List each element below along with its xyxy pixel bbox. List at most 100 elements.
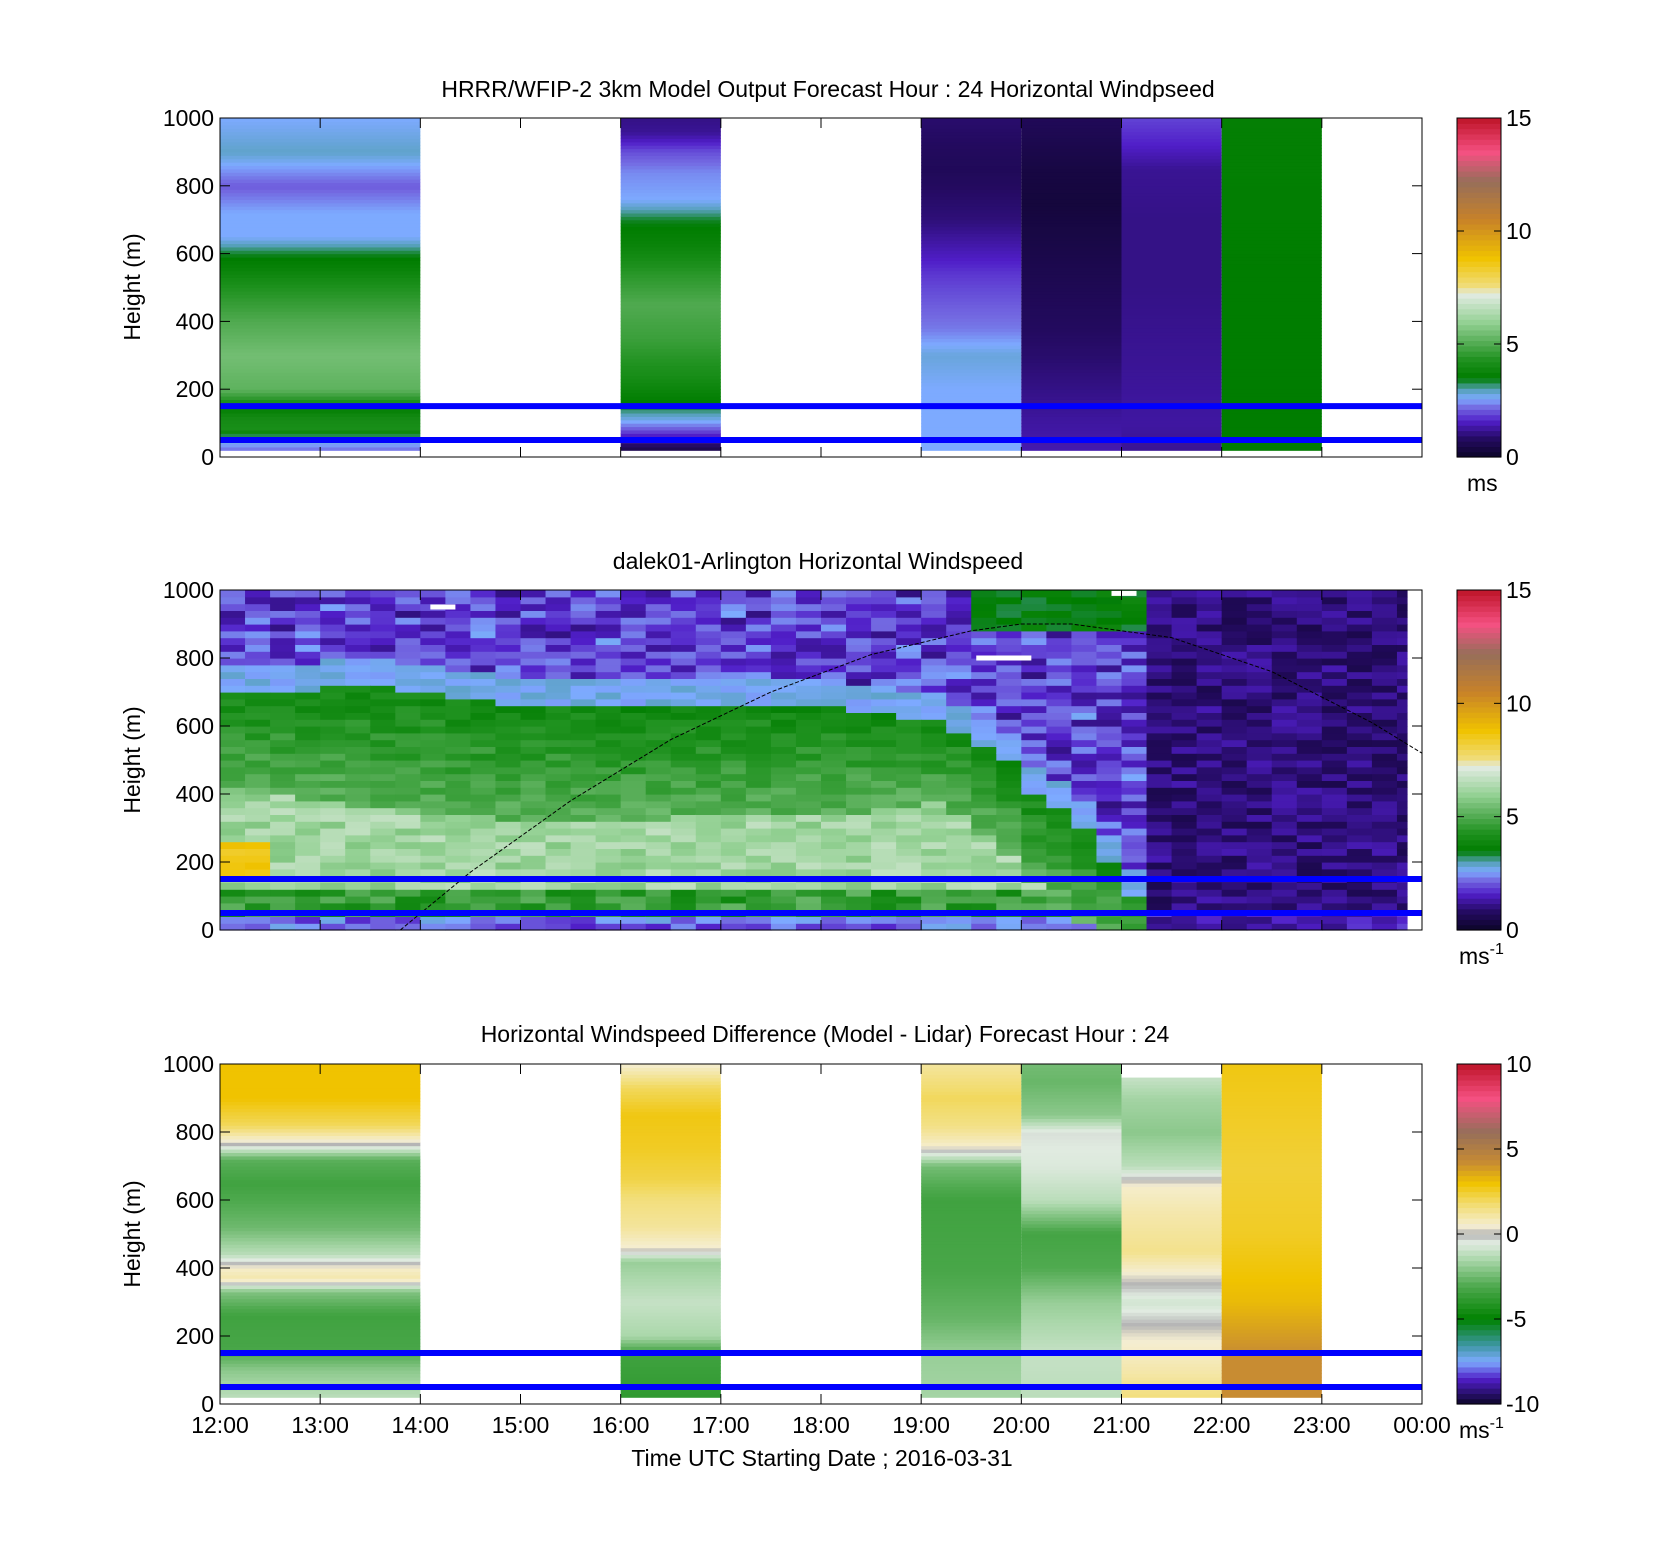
heatmap-cell: [996, 630, 1022, 639]
heatmap-cell: [420, 705, 446, 713]
heatmap-cell: [1021, 1196, 1122, 1201]
heatmap-cell: [1071, 630, 1098, 639]
heatmap-cell: [695, 834, 722, 843]
heatmap-cell: [871, 800, 897, 809]
heatmap-cell: [1221, 1203, 1322, 1208]
heatmap-cell: [1121, 1291, 1222, 1296]
heatmap-cell: [1321, 651, 1348, 659]
heatmap-cell: [345, 916, 371, 924]
heatmap-cell: [1246, 800, 1273, 809]
model-heatmap-cells: [220, 118, 1322, 451]
heatmap-cell: [1121, 1227, 1222, 1232]
heatmap-cell: [1221, 1070, 1322, 1075]
heatmap-cell: [420, 671, 446, 679]
heatmap-cell: [921, 338, 1022, 343]
heatmap-cell: [795, 773, 822, 781]
heatmap-cell: [996, 834, 1022, 843]
heatmap-cell: [946, 814, 972, 822]
heatmap-cell: [1371, 760, 1398, 768]
heatmap-cell: [921, 318, 1022, 322]
heatmap-cell: [595, 855, 622, 863]
heatmap-cell: [896, 773, 922, 781]
heatmap-cell: [620, 644, 647, 652]
heatmap-cell: [495, 617, 522, 625]
heatmap-cell: [1346, 787, 1373, 795]
heatmap-cell: [370, 726, 396, 734]
heatmap-cell: [1071, 746, 1098, 754]
heatmap-cell: [520, 882, 547, 890]
heatmap-cell: [595, 732, 622, 741]
heatmap-cell: [520, 868, 547, 877]
heatmap-cell: [545, 732, 572, 741]
heatmap-cell: [695, 726, 722, 734]
heatmap-cell: [370, 828, 396, 836]
heatmap-cell: [1021, 1166, 1122, 1170]
heatmap-cell: [345, 726, 371, 734]
heatmap-cell: [1396, 596, 1408, 605]
heatmap-cell: [1321, 760, 1348, 768]
heatmap-cell: [570, 644, 597, 652]
colorbar-swatch: [1457, 611, 1501, 618]
heatmap-cell: [245, 644, 271, 652]
colorbar-swatch: [1457, 351, 1501, 357]
heatmap-cell: [1121, 1145, 1222, 1150]
heatmap-cell: [1221, 121, 1322, 126]
heatmap-cell: [1221, 692, 1248, 700]
heatmap-cell: [220, 1359, 421, 1364]
heatmap-cell: [220, 1220, 421, 1225]
heatmap-cell: [1121, 1339, 1222, 1344]
heatmap-cell: [1121, 882, 1148, 890]
heatmap-cell: [971, 773, 997, 781]
heatmap-cell: [1021, 1091, 1122, 1096]
y-tick-label: 400: [176, 1255, 214, 1281]
heatmap-cell: [1021, 351, 1122, 356]
heatmap-cell: [520, 902, 547, 911]
heatmap-cell: [1171, 780, 1198, 788]
colorbar-swatch: [1457, 706, 1501, 713]
heatmap-cell: [595, 658, 622, 666]
heatmap-cell: [1171, 787, 1198, 795]
heatmap-cell: [545, 603, 572, 611]
heatmap-cell: [520, 821, 547, 829]
heatmap-cell: [445, 610, 472, 618]
heatmap-cell: [295, 726, 321, 734]
heatmap-cell: [1021, 223, 1122, 228]
colorbar-swatch: [1457, 696, 1501, 703]
heatmap-cell: [1046, 746, 1073, 754]
heatmap-cell: [921, 1070, 1022, 1075]
heatmap-cell: [245, 678, 271, 686]
heatmap-cell: [645, 746, 672, 754]
heatmap-cell: [220, 375, 421, 380]
heatmap-cell: [220, 1247, 421, 1252]
heatmap-cell: [821, 610, 847, 618]
heatmap-cell: [245, 596, 271, 605]
heatmap-cell: [846, 678, 872, 686]
heatmap-cell: [1121, 630, 1148, 639]
heatmap-cell: [1021, 212, 1122, 217]
heatmap-cell: [445, 896, 472, 904]
colorbar-swatch: [1457, 1143, 1501, 1150]
heatmap-cell: [1046, 617, 1073, 625]
heatmap-cell: [1071, 760, 1098, 768]
heatmap-cell: [921, 328, 1022, 333]
heatmap-cell: [871, 658, 897, 666]
colorbar-swatch: [1457, 1292, 1501, 1299]
heatmap-cell: [445, 814, 472, 822]
heatmap-cell: [846, 590, 872, 598]
heatmap-cell: [1121, 209, 1222, 214]
heatmap-cell: [1021, 151, 1122, 156]
heatmap-cell: [1021, 1132, 1122, 1136]
heatmap-cell: [570, 923, 597, 931]
heatmap-cell: [620, 318, 721, 322]
heatmap-cell: [1171, 651, 1198, 659]
heatmap-cell: [245, 746, 271, 754]
heatmap-cell: [420, 630, 446, 639]
heatmap-cell: [1221, 1121, 1322, 1126]
heatmap-cell: [1121, 290, 1222, 295]
heatmap-cell: [996, 882, 1022, 890]
colorbar-swatch: [1457, 1287, 1501, 1294]
heatmap-cell: [220, 868, 246, 877]
x-tick-label: 18:00: [792, 1412, 850, 1438]
heatmap-cell: [1021, 318, 1122, 322]
heatmap-cell: [1021, 651, 1047, 659]
